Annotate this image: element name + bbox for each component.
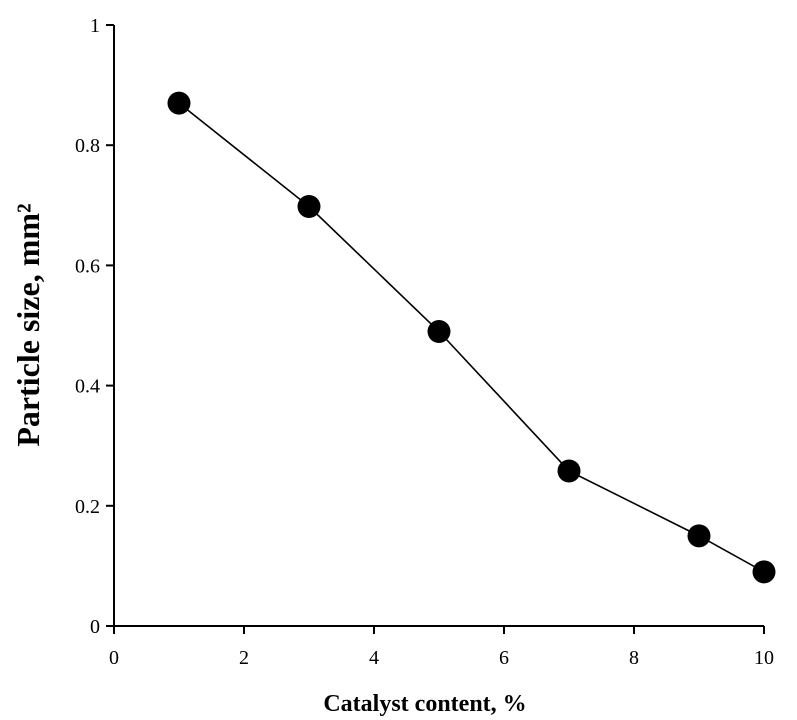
y-tick-label: 0.2	[75, 496, 100, 518]
data-point	[687, 524, 711, 548]
x-tick-label: 0	[109, 647, 119, 669]
data-point	[752, 560, 776, 584]
data-point	[297, 195, 321, 219]
y-tick-label: 0	[90, 616, 100, 638]
series-layer	[167, 91, 776, 584]
x-axis-title: Catalyst content, %	[323, 691, 526, 717]
x-tick-label: 6	[499, 647, 509, 669]
x-tick-label: 8	[629, 647, 639, 669]
y-ticks: 0 0.2 0.4 0.6 0.8 1	[75, 15, 114, 638]
x-ticks: 0 2 4 6 8 10	[109, 626, 774, 669]
x-tick-label: 10	[754, 647, 774, 669]
axes	[113, 25, 764, 627]
y-tick-label: 0.6	[75, 255, 100, 277]
y-tick-label: 0.8	[75, 135, 100, 157]
y-tick-label: 1	[90, 15, 100, 37]
x-tick-label: 2	[239, 647, 249, 669]
data-point	[427, 320, 451, 344]
data-point	[167, 91, 191, 115]
y-tick-label: 0.4	[75, 376, 100, 398]
x-tick-label: 4	[369, 647, 379, 669]
y-axis-title: Particle size, mm²	[10, 203, 46, 446]
data-point	[557, 459, 581, 483]
series-line	[178, 102, 765, 573]
